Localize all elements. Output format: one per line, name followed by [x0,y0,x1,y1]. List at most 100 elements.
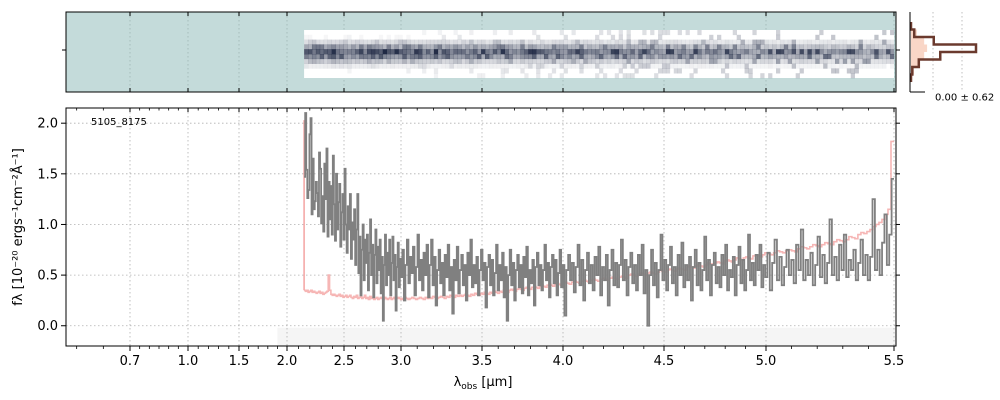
twod-pixel [367,54,372,60]
twod-pixel [429,44,435,50]
twod-pixel [579,39,584,45]
twod-pixel [540,54,545,60]
twod-pixel [661,54,667,60]
twod-pixel [543,58,549,64]
twod-pixel [835,68,840,74]
twod-pixel [583,58,588,64]
twod-pixel [634,58,639,64]
twod-pixel [650,63,655,69]
twod-pixel [646,58,651,64]
twod-pixel [595,73,600,79]
twod-pixel [394,58,399,64]
profile-stat-label: 0.00 ± 0.62 [935,92,994,103]
twod-pixel [543,49,549,55]
twod-pixel [374,54,380,60]
twod-pixel [654,63,659,69]
twod-pixel [488,44,494,50]
twod-pixel [701,44,706,50]
twod-pixel [677,68,682,74]
twod-pixel [426,49,431,55]
twod-pixel [422,58,427,64]
twod-pixel [795,73,800,79]
twod-pixel [308,44,313,50]
twod-pixel [697,54,702,60]
twod-pixel [768,58,773,64]
twod-pixel [705,54,710,60]
twod-pixel [673,68,679,74]
twod-pixel [602,39,608,45]
twod-pixel [654,54,659,60]
main-spectrum-panel: 0.7 1.0 1.5 2.0 2.5 3.0 3.5 4.0 4.5 5.0 5.5 0.0 0.5… [37,107,904,369]
twod-pixel [374,58,380,64]
twod-pixel [492,58,498,64]
twod-pixel [713,49,718,55]
twod-pixel [697,49,702,55]
twod-pixel [374,44,380,50]
twod-pixel [520,49,525,55]
twod-pixel [878,49,883,55]
twod-pixel [378,58,384,64]
twod-pixel [835,49,840,55]
twod-pixel [642,49,647,55]
twod-pixel [567,49,572,55]
twod-pixel [524,39,529,45]
twod-pixel [547,44,553,50]
twod-pixel [465,44,470,50]
twod-pixel [866,63,871,69]
twod-pixel [665,49,671,55]
twod-pixel [630,58,635,64]
twod-pixel [410,58,415,64]
twod-pixel [426,63,431,69]
twod-pixel [378,54,384,60]
twod-pixel [453,63,458,69]
twod-pixel [728,44,734,50]
twod-pixel [669,49,675,55]
twod-pixel [720,54,726,60]
twod-pixel [638,58,643,64]
twod-pixel [823,54,828,60]
twod-pixel [327,63,332,69]
twod-pixel [414,58,419,64]
twod-pixel [422,63,427,69]
twod-pixel [673,49,679,55]
twod-pixel [764,49,769,55]
twod-pixel [516,49,521,55]
twod-pixel [461,54,466,60]
twod-pixel [481,44,486,50]
twod-pixel [485,44,490,50]
twod-pixel [406,58,411,64]
twod-pixel [363,63,368,69]
twod-pixel [709,54,714,60]
twod-pixel [850,49,855,55]
twod-pixel [559,63,564,69]
twod-pixel [449,58,454,64]
twod-pixel [783,39,789,45]
x-tick-label: 3.5 [472,354,493,369]
twod-pixel [658,34,663,40]
twod-pixel [874,49,879,55]
twod-pixel [359,34,364,40]
twod-pixel [492,30,498,36]
twod-pixel [689,44,694,50]
twod-pixel [681,54,686,60]
twod-pixel [606,49,612,55]
twod-pixel [540,44,545,50]
twod-pixel [473,63,478,69]
twod-pixel [744,63,749,69]
twod-pixel [882,49,887,55]
twod-pixel [823,49,828,55]
twod-pixel [465,54,470,60]
twod-pixel [736,54,741,60]
twod-pixel [355,63,360,69]
twod-pixel [705,58,710,64]
twod-pixel [363,58,368,64]
twod-pixel [626,44,631,50]
twod-pixel [803,58,808,64]
twod-pixel [315,58,321,64]
twod-pixel [359,49,364,55]
twod-pixel [862,39,867,45]
twod-pixel [319,49,325,55]
twod-pixel [477,44,482,50]
twod-pixel [547,73,553,79]
twod-pixel [650,39,655,45]
